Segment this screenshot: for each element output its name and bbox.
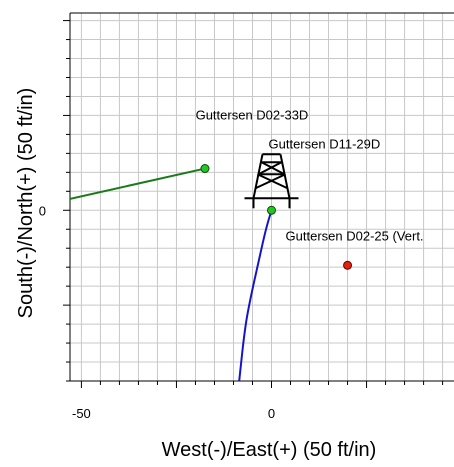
axes: -50 0 0 xyxy=(39,12,454,421)
x-tick-label: -50 xyxy=(72,406,91,421)
x-axis-label: West(-)/East(+) (50 ft/in) xyxy=(162,439,377,461)
well-marker-red xyxy=(343,260,353,270)
rig-strut xyxy=(257,173,288,190)
well-label: Guttersen D02-33D xyxy=(196,108,309,123)
well-path-green xyxy=(70,167,206,200)
rig-strut xyxy=(252,154,264,199)
well-marker-green xyxy=(200,164,210,174)
grid xyxy=(70,13,454,382)
drilling-rig-icon xyxy=(244,153,299,209)
well-marker-blue xyxy=(267,205,277,215)
labels: Guttersen D02-33D Guttersen D11-29D Gutter… xyxy=(196,108,424,244)
rig-strut xyxy=(279,154,291,199)
markers xyxy=(200,164,353,270)
well-path-blue xyxy=(238,209,273,381)
y-tick-label: 0 xyxy=(39,203,46,218)
series xyxy=(70,167,273,381)
well-label: Guttersen D02-25 (Vert. xyxy=(286,228,424,243)
y-axis-label: South(-)/North(+) (50 ft/in) xyxy=(15,88,37,319)
well-label: Guttersen D11-29D xyxy=(269,136,381,151)
rig-strut xyxy=(258,161,282,176)
x-tick-label: 0 xyxy=(268,406,275,421)
rig-strut xyxy=(261,161,285,176)
